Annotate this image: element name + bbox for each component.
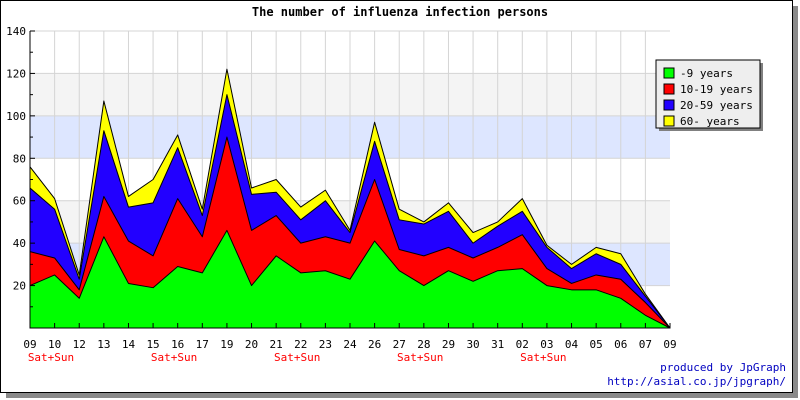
y-tick-label: 140 <box>6 25 26 38</box>
x-tick-label: 28 <box>417 338 430 351</box>
x-tick-label: 23 <box>319 338 332 351</box>
x-tick-label: 30 <box>466 338 479 351</box>
footer-credit: produced by JpGraph <box>660 361 786 374</box>
legend-label: 20-59 years <box>680 99 753 112</box>
x-tick-label: 06 <box>614 338 627 351</box>
stacked-areas <box>29 68 671 329</box>
legend-label: -9 years <box>680 67 733 80</box>
x-tick-label: 26 <box>368 338 381 351</box>
weekend-label: Sat+Sun <box>274 351 320 364</box>
x-tick-label: 09 <box>23 338 36 351</box>
x-tick-label: 07 <box>639 338 652 351</box>
x-tick-label: 27 <box>393 338 406 351</box>
y-tick-label: 40 <box>13 237 26 250</box>
y-tick-label: 20 <box>13 280 26 293</box>
x-tick-label: 31 <box>491 338 504 351</box>
weekend-label: Sat+Sun <box>151 351 197 364</box>
weekend-label: Sat+Sun <box>397 351 443 364</box>
chart-title: The number of influenza infection person… <box>252 5 548 19</box>
y-tick-label: 60 <box>13 195 26 208</box>
frame-shadow-bottom <box>6 393 798 398</box>
y-tick-label: 80 <box>13 152 26 165</box>
y-tick-label: 100 <box>6 110 26 123</box>
x-tick-label: 16 <box>171 338 184 351</box>
x-tick-label: 20 <box>245 338 258 351</box>
legend-label: 60- years <box>680 115 740 128</box>
y-axis-ticks: 20 40 60 80 100 120 140 <box>6 25 35 308</box>
legend-swatch <box>663 115 675 127</box>
x-tick-label: 02 <box>516 338 529 351</box>
x-tick-label: 10 <box>48 338 61 351</box>
x-axis-ticks: 09 10 12 13 14 15 16 17 19 20 21 22 23 24 26 27 28 29 30 31… <box>23 323 677 364</box>
x-tick-label: 21 <box>270 338 283 351</box>
legend: -9 years 10-19 years 20-59 years 60- years <box>655 59 763 131</box>
legend-label: 10-19 years <box>680 83 753 96</box>
x-tick-label: 29 <box>442 338 455 351</box>
x-tick-label: 17 <box>196 338 209 351</box>
legend-swatch <box>663 99 675 111</box>
weekend-label: Sat+Sun <box>28 351 74 364</box>
area-9-years <box>29 229 671 329</box>
x-tick-label: 19 <box>220 338 233 351</box>
footer-url[interactable]: http://asial.co.jp/jpgraph/ <box>607 375 786 388</box>
y-tick-label: 120 <box>6 67 26 80</box>
x-tick-label: 03 <box>540 338 553 351</box>
legend-swatch <box>663 67 675 79</box>
frame-shadow-right <box>793 6 798 398</box>
x-tick-label: 14 <box>122 338 136 351</box>
x-tick-label: 13 <box>97 338 110 351</box>
x-tick-label: 15 <box>146 338 159 351</box>
x-tick-label: 22 <box>294 338 307 351</box>
x-tick-label: 12 <box>73 338 86 351</box>
legend-swatch <box>663 83 675 95</box>
x-tick-label: 24 <box>343 338 357 351</box>
weekend-label: Sat+Sun <box>520 351 566 364</box>
x-tick-label: 09 <box>663 338 676 351</box>
x-tick-label: 04 <box>565 338 579 351</box>
x-tick-label: 05 <box>590 338 603 351</box>
